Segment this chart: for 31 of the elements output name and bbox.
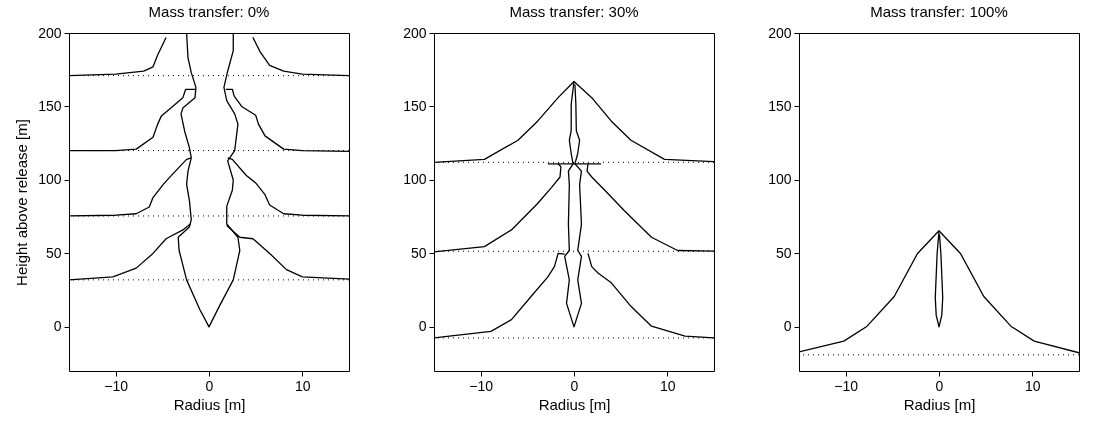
- chart-title: Mass transfer: 0%: [148, 3, 270, 20]
- y-tick-label: 50: [410, 244, 427, 261]
- y-tick-label: 100: [768, 171, 792, 188]
- x-tick-label: 0: [570, 377, 579, 394]
- y-tick-label: 50: [45, 244, 62, 261]
- chart-title: Mass transfer: 100%: [870, 3, 1008, 20]
- x-tick-label: −10: [104, 377, 129, 394]
- x-tick-label: 10: [295, 377, 311, 394]
- x-tick-label: 10: [660, 377, 676, 394]
- x-tick-label: −10: [469, 377, 494, 394]
- y-tick-label: 200: [38, 24, 62, 41]
- chart-title: Mass transfer: 30%: [509, 3, 639, 20]
- x-axis-title: Radius [m]: [538, 395, 611, 413]
- x-axis-title: Radius [m]: [173, 395, 246, 413]
- y-tick-label: 200: [403, 24, 427, 41]
- y-tick-label: 200: [768, 24, 792, 41]
- y-tick-label: 150: [38, 97, 62, 114]
- y-tick-label: 100: [38, 171, 62, 188]
- x-tick-label: 0: [205, 377, 214, 394]
- y-tick-label: 100: [403, 171, 427, 188]
- y-tick-label: 150: [768, 97, 792, 114]
- y-tick-label: 150: [403, 97, 427, 114]
- x-axis-title: Radius [m]: [903, 395, 976, 413]
- y-axis-title: Height above release [m]: [13, 119, 31, 286]
- y-tick-label: 0: [783, 318, 792, 335]
- y-tick-label: 0: [53, 318, 62, 335]
- y-tick-label: 0: [418, 318, 427, 335]
- x-tick-label: 10: [1025, 377, 1041, 394]
- x-tick-label: 0: [935, 377, 944, 394]
- x-tick-label: −10: [834, 377, 859, 394]
- y-tick-label: 50: [775, 244, 792, 261]
